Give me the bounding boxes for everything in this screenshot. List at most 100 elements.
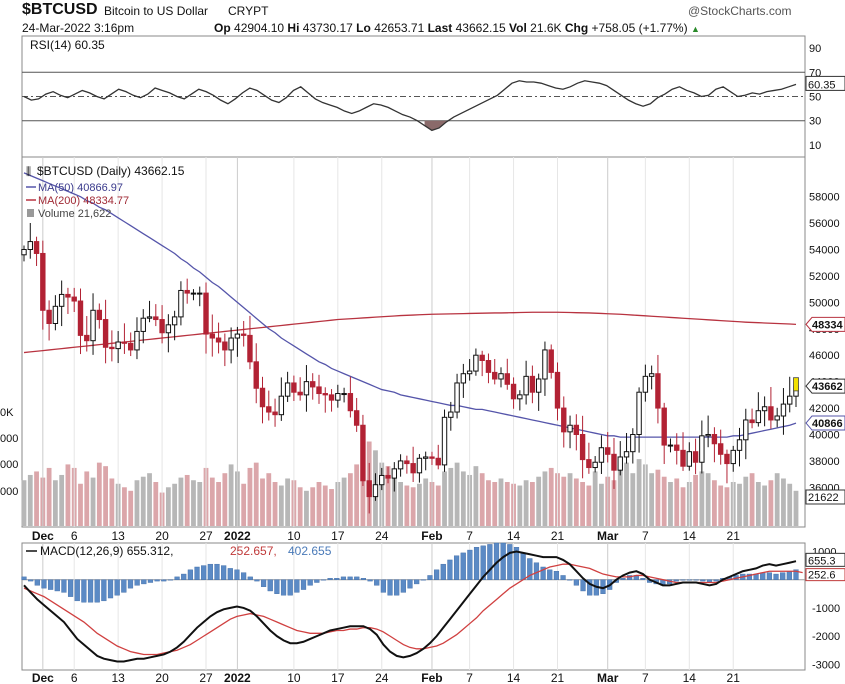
- candle: [630, 428, 636, 464]
- candle: [422, 451, 429, 471]
- volume-bar: [781, 478, 786, 526]
- price-tick-label: 56000: [809, 218, 840, 230]
- macd-hist-bar: [127, 579, 134, 589]
- candle: [648, 365, 655, 390]
- macd-hist-bar: [700, 579, 706, 582]
- candle: [724, 449, 730, 484]
- candle-body: [504, 373, 510, 385]
- volume-bar: [617, 464, 623, 526]
- candle: [391, 462, 398, 492]
- candle: [586, 442, 592, 474]
- candle: [567, 415, 573, 449]
- candle: [278, 377, 285, 421]
- x-axis-label: 21: [727, 529, 741, 543]
- candle: [40, 240, 46, 330]
- volume-bar: [172, 483, 178, 526]
- candle: [479, 350, 485, 377]
- candle: [165, 314, 172, 353]
- macd-hist-bar: [746, 573, 753, 580]
- candle-body: [90, 309, 96, 342]
- macd-hist-bar: [427, 575, 433, 580]
- volume-bar: [247, 467, 253, 526]
- candle: [102, 299, 109, 364]
- volume-bar: [718, 485, 724, 526]
- candle-body: [617, 456, 623, 471]
- candle-body: [259, 387, 266, 408]
- candle: [510, 377, 517, 409]
- volume-bar: [398, 482, 403, 526]
- candle-body: [335, 393, 341, 401]
- rsi-last-value-tag: [805, 75, 845, 91]
- candle-body: [385, 474, 391, 479]
- rsi-legend: RSI(14) 60.35: [30, 38, 105, 52]
- x-axis-label-bottom: 17: [331, 671, 345, 684]
- macd-hist-bar: [487, 544, 493, 580]
- volume-bar: [636, 459, 642, 526]
- candle: [454, 373, 460, 419]
- candle: [65, 287, 71, 314]
- volume-bar: [599, 483, 604, 526]
- candle-body: [109, 346, 115, 350]
- candle: [284, 371, 291, 402]
- candle-body: [435, 457, 441, 466]
- candle-body: [372, 484, 379, 498]
- candle: [699, 420, 705, 474]
- volume-bar: [410, 487, 416, 526]
- volume-bar: [580, 482, 586, 526]
- candle-body: [21, 249, 27, 256]
- candle: [460, 363, 467, 398]
- ma200-line: [23, 311, 797, 354]
- macd-hist-bar: [241, 572, 247, 580]
- macd-hist-bar: [360, 578, 367, 580]
- macd-hist-bar: [480, 545, 486, 580]
- candle-body: [699, 435, 705, 463]
- candle: [435, 444, 441, 470]
- candle: [667, 438, 674, 453]
- x-axis-label-bottom: Dec: [32, 671, 54, 684]
- candle: [692, 438, 699, 475]
- candle-body: [422, 456, 429, 459]
- last-price-label: 43662: [812, 381, 843, 393]
- volume-last-tag: [805, 489, 845, 505]
- volume-bar: [442, 471, 447, 526]
- volume-bar: [755, 482, 761, 526]
- candle: [353, 397, 360, 432]
- macd-hist-bar: [547, 569, 553, 580]
- volume-bar: [122, 487, 127, 526]
- rsi-tick-label: 50: [809, 92, 821, 104]
- lo-label: Lo: [356, 21, 371, 35]
- candle-body: [705, 434, 711, 437]
- volume-bar: [762, 485, 768, 526]
- candle-body: [347, 393, 354, 412]
- watermark[interactable]: @StockCharts.com: [688, 4, 792, 18]
- candle-body: [573, 424, 580, 435]
- macd-hist-bar: [234, 569, 240, 580]
- rsi-line: [23, 80, 797, 132]
- volume-bar: [749, 473, 755, 526]
- hi-value: 43730.17: [302, 21, 353, 35]
- volume-bar: [486, 480, 491, 526]
- rsi-last-value-label: 60.35: [808, 79, 836, 91]
- volume-bar: [693, 474, 698, 526]
- candle: [328, 389, 335, 412]
- candle-body: [586, 459, 592, 469]
- volume-bar: [21, 480, 27, 526]
- candle-body: [379, 474, 385, 486]
- macd-signal-legend: 252.657,: [230, 544, 277, 558]
- volume-bar: [241, 483, 247, 526]
- candle-body: [667, 444, 674, 447]
- macd-hist-bar: [780, 572, 786, 580]
- x-axis-label-bottom: 20: [155, 671, 169, 684]
- volume-bar: [404, 485, 410, 526]
- volume-bar: [479, 473, 485, 526]
- x-axis-label: Mar: [597, 529, 619, 543]
- macd-hist-bar: [713, 579, 719, 582]
- macd-hist-bar: [87, 579, 94, 603]
- vol-value: 21.6K: [530, 21, 562, 35]
- volume-bar: [624, 462, 629, 526]
- macd-tick-label: -2000: [812, 631, 840, 643]
- macd-hist-bar: [340, 576, 347, 580]
- candle-body: [605, 447, 611, 455]
- chg-label: Chg: [564, 21, 589, 35]
- candle-body: [209, 333, 215, 339]
